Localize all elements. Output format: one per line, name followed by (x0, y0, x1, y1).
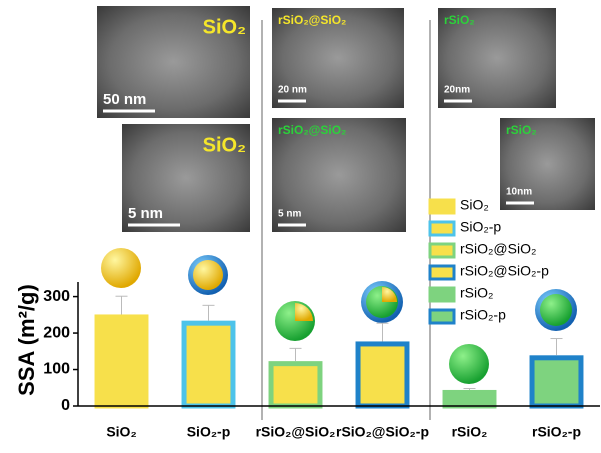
bar (271, 364, 320, 406)
micrograph-label: SiO₂ (203, 134, 246, 156)
legend-label: rSiO₂@SiO₂ (460, 241, 536, 257)
legend-swatch (430, 244, 454, 257)
legend-swatch (430, 266, 454, 279)
y-tick-label: 300 (43, 288, 70, 305)
figure: SiO₂ 50 nm SiO₂ 5 nm rSiO₂@SiO₂ 20 nm rSiO₂@Si… (0, 0, 601, 453)
legend-swatch (430, 288, 454, 301)
x-tick-label: rSiO₂@SiO₂-p (336, 424, 429, 440)
legend-label: SiO₂ (460, 197, 489, 213)
bar (97, 317, 146, 406)
legend: SiO₂ SiO₂-p rSiO₂@SiO₂ rSiO₂@SiO₂-p rSiO₂ rSi… (430, 197, 549, 323)
scale-bar-label: 10nm (506, 187, 532, 198)
micrograph-label: rSiO₂@SiO₂ (278, 13, 346, 27)
micrographs: SiO₂ 50 nm SiO₂ 5 nm rSiO₂@SiO₂ 20 nm rSiO₂@Si… (97, 6, 595, 232)
x-tick-label: SiO₂ (106, 424, 136, 440)
scale-bar-label: 50 nm (103, 91, 146, 108)
legend-swatch (430, 310, 454, 323)
legend-swatch (430, 222, 454, 235)
bar (358, 344, 407, 406)
micrograph-label: SiO₂ (203, 16, 246, 38)
y-axis-label: SSA (m²/g) (14, 284, 39, 396)
y-tick-label: 200 (43, 324, 70, 341)
bar (445, 392, 494, 406)
legend-label: rSiO₂ (460, 285, 493, 301)
micrograph-label: rSiO₂ (506, 123, 537, 137)
bar (532, 358, 581, 406)
x-tick-label: rSiO₂@SiO₂ (256, 424, 336, 440)
bar (184, 323, 233, 406)
scale-bar-label: 5 nm (128, 205, 163, 222)
legend-label: rSiO₂@SiO₂-p (460, 263, 549, 279)
x-tick-label: rSiO₂ (452, 424, 488, 440)
legend-label: SiO₂-p (460, 219, 501, 235)
scale-bar-label: 20nm (444, 85, 470, 96)
y-tick-label: 100 (43, 361, 70, 378)
x-tick-label: SiO₂-p (187, 424, 231, 440)
micrograph-label: rSiO₂@SiO₂ (278, 123, 346, 137)
scale-bar-label: 20 nm (278, 85, 307, 96)
micrograph-label: rSiO₂ (444, 13, 475, 27)
x-tick-label: rSiO₂-p (532, 424, 581, 440)
y-tick-label: 0 (61, 397, 70, 414)
legend-swatch (430, 200, 454, 213)
scale-bar-label: 5 nm (278, 209, 301, 220)
legend-label: rSiO₂-p (460, 307, 506, 323)
